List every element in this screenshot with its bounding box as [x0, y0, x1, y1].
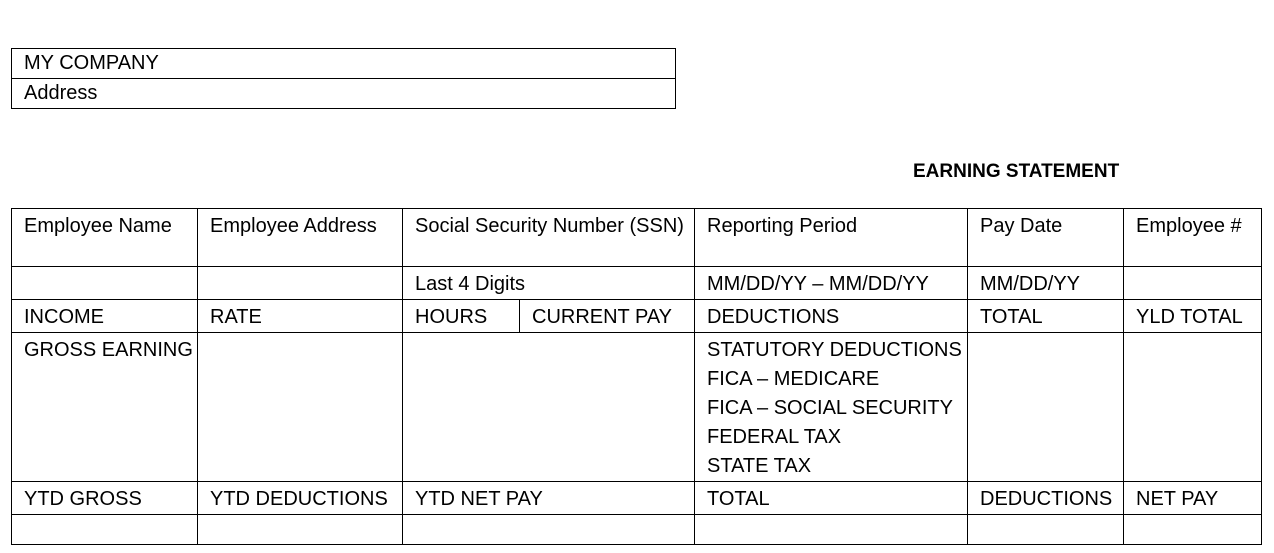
total-value: [967, 332, 1124, 482]
header-row: Employee Name Employee Address Social Se…: [11, 208, 1262, 267]
ssn-header: Social Security Number (SSN): [402, 208, 695, 267]
yld-total-header: YLD TOTAL: [1123, 299, 1262, 333]
rate-header: RATE: [197, 299, 403, 333]
sub-row: Last 4 Digits MM/DD/YY – MM/DD/YY MM/DD/…: [11, 266, 1262, 300]
earning-statement-table: Employee Name Employee Address Social Se…: [11, 208, 1262, 545]
employee-name-value: [11, 266, 198, 300]
deduction-item: FICA – MEDICARE: [707, 368, 880, 390]
reporting-period-value: MM/DD/YY – MM/DD/YY: [694, 266, 968, 300]
employee-address-header: Employee Address: [197, 208, 403, 267]
deduction-item: FICA – SOCIAL SECURITY: [707, 397, 953, 419]
deductions-list: STATUTORY DEDUCTIONS FICA – MEDICARE FIC…: [694, 332, 968, 482]
ytd-gross-header: YTD GROSS: [11, 481, 198, 515]
company-address: Address: [11, 78, 676, 109]
company-name: MY COMPANY: [11, 48, 676, 79]
hours-header: HOURS: [402, 299, 520, 333]
total-header: TOTAL: [967, 299, 1124, 333]
employee-number-value: [1123, 266, 1262, 300]
ytd-header-row: YTD GROSS YTD DEDUCTIONS YTD NET PAY TOT…: [11, 481, 1262, 515]
ytd-net-pay-value: [402, 514, 695, 545]
income-header-row: INCOME RATE HOURS CURRENT PAY DEDUCTIONS…: [11, 299, 1262, 333]
ytd-deductions-total-header: DEDUCTIONS: [967, 481, 1124, 515]
deduction-item: STATE TAX: [707, 455, 812, 477]
pay-date-header: Pay Date: [967, 208, 1124, 267]
net-pay-header: NET PAY: [1123, 481, 1262, 515]
yld-total-value: [1123, 332, 1262, 482]
ytd-gross-value: [11, 514, 198, 545]
employee-address-value: [197, 266, 403, 300]
ytd-total-header: TOTAL: [694, 481, 968, 515]
deduction-item: STATUTORY DEDUCTIONS: [707, 339, 962, 361]
employee-name-header: Employee Name: [11, 208, 198, 267]
company-info: MY COMPANY Address: [11, 48, 676, 109]
document-title: EARNING STATEMENT: [913, 161, 1120, 182]
ytd-deductions-total-value: [967, 514, 1124, 545]
deductions-header: DEDUCTIONS: [694, 299, 968, 333]
current-pay-header: CURRENT PAY: [519, 299, 695, 333]
earnings-row: GROSS EARNING STATUTORY DEDUCTIONS FICA …: [11, 332, 1262, 482]
employee-number-header: Employee #: [1123, 208, 1262, 267]
pay-date-value: MM/DD/YY: [967, 266, 1124, 300]
ytd-deductions-value: [197, 514, 403, 545]
hours-pay-value: [402, 332, 695, 482]
rate-value: [197, 332, 403, 482]
ssn-value: Last 4 Digits: [402, 266, 695, 300]
reporting-period-header: Reporting Period: [694, 208, 968, 267]
ytd-value-row: [11, 514, 1262, 545]
net-pay-value: [1123, 514, 1262, 545]
ytd-deductions-header: YTD DEDUCTIONS: [197, 481, 403, 515]
gross-earning-label: GROSS EARNING: [11, 332, 198, 482]
ytd-net-pay-header: YTD NET PAY: [402, 481, 695, 515]
income-header: INCOME: [11, 299, 198, 333]
deduction-item: FEDERAL TAX: [707, 426, 842, 448]
ytd-total-value: [694, 514, 968, 545]
